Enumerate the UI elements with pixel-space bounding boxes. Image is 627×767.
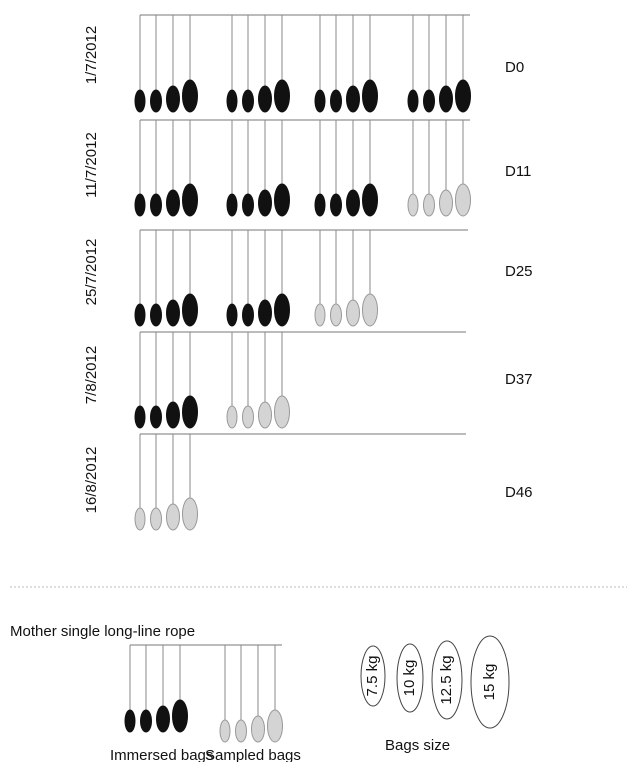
immersed-bag bbox=[166, 299, 180, 327]
immersed-legend: Immersed bags bbox=[110, 747, 213, 762]
immersed-bag bbox=[274, 183, 290, 217]
immersed-bag bbox=[166, 85, 180, 113]
sampled-legend: Sampled bags bbox=[205, 747, 301, 762]
date-label: 1/7/2012 bbox=[83, 26, 100, 84]
size-bag bbox=[431, 640, 463, 720]
size-bag bbox=[470, 635, 510, 729]
rope-legend: Mother single long-line rope bbox=[10, 623, 195, 640]
size-bag bbox=[396, 643, 424, 713]
size-bag bbox=[360, 645, 386, 707]
immersed-bag bbox=[182, 79, 198, 113]
size-label: 15 kg bbox=[481, 664, 498, 701]
immersed-bag bbox=[242, 193, 254, 217]
size-label: 7.5 kg bbox=[364, 656, 381, 697]
immersed-bag bbox=[172, 699, 188, 733]
immersed-bag bbox=[226, 193, 238, 217]
sampled-bag bbox=[242, 405, 254, 429]
date-label: 11/7/2012 bbox=[83, 132, 100, 198]
sampled-bag bbox=[439, 189, 453, 217]
immersed-bag bbox=[274, 79, 290, 113]
immersed-bag bbox=[150, 193, 162, 217]
immersed-bag bbox=[330, 193, 342, 217]
date-label: 25/7/2012 bbox=[83, 239, 100, 306]
immersed-bag bbox=[330, 89, 342, 113]
immersed-bag bbox=[242, 303, 254, 327]
day-label: D25 bbox=[505, 263, 533, 280]
immersed-bag bbox=[362, 79, 378, 113]
immersed-bag bbox=[124, 709, 136, 733]
sampled-bag bbox=[330, 303, 342, 327]
immersed-bag bbox=[362, 183, 378, 217]
sampled-bag bbox=[258, 401, 272, 429]
immersed-bag bbox=[455, 79, 471, 113]
immersed-bag bbox=[150, 405, 162, 429]
sampled-bag bbox=[423, 193, 435, 217]
sampled-bag bbox=[219, 719, 231, 743]
immersed-bag bbox=[258, 299, 272, 327]
day-label: D0 bbox=[505, 59, 524, 76]
immersed-bag bbox=[314, 193, 326, 217]
sampled-bag bbox=[251, 715, 265, 743]
size-label: 10 kg bbox=[401, 660, 418, 697]
sampled-bag bbox=[455, 183, 471, 217]
sampled-bag bbox=[235, 719, 247, 743]
immersed-bag bbox=[150, 89, 162, 113]
sampled-bag bbox=[226, 405, 238, 429]
date-label: 16/8/2012 bbox=[83, 447, 100, 514]
date-label: 7/8/2012 bbox=[83, 346, 100, 404]
immersed-bag bbox=[166, 189, 180, 217]
immersed-bag bbox=[166, 401, 180, 429]
sampled-bag bbox=[274, 395, 290, 429]
immersed-bag bbox=[156, 705, 170, 733]
immersed-bag bbox=[134, 89, 146, 113]
immersed-bag bbox=[314, 89, 326, 113]
immersed-bag bbox=[182, 395, 198, 429]
immersed-bag bbox=[242, 89, 254, 113]
day-label: D46 bbox=[505, 484, 533, 501]
immersed-bag bbox=[439, 85, 453, 113]
day-label: D11 bbox=[505, 163, 531, 180]
immersed-bag bbox=[226, 89, 238, 113]
sampled-bag bbox=[166, 503, 180, 531]
sampled-bag bbox=[346, 299, 360, 327]
immersed-bag bbox=[134, 193, 146, 217]
sampled-bag bbox=[182, 497, 198, 531]
sampled-bag bbox=[150, 507, 162, 531]
immersed-bag bbox=[150, 303, 162, 327]
immersed-bag bbox=[274, 293, 290, 327]
sampled-bag bbox=[407, 193, 419, 217]
immersed-bag bbox=[258, 85, 272, 113]
immersed-bag bbox=[346, 85, 360, 113]
immersed-bag bbox=[182, 293, 198, 327]
immersed-bag bbox=[182, 183, 198, 217]
size-label: 12.5 kg bbox=[438, 655, 455, 704]
immersed-bag bbox=[226, 303, 238, 327]
sampled-bag bbox=[314, 303, 326, 327]
immersed-bag bbox=[134, 303, 146, 327]
immersed-bag bbox=[407, 89, 419, 113]
immersed-bag bbox=[423, 89, 435, 113]
immersed-bag bbox=[134, 405, 146, 429]
immersed-bag bbox=[346, 189, 360, 217]
sampled-bag bbox=[134, 507, 146, 531]
immersed-bag bbox=[258, 189, 272, 217]
day-label: D37 bbox=[505, 371, 533, 388]
immersed-bag bbox=[140, 709, 152, 733]
sampled-bag bbox=[362, 293, 378, 327]
sampled-bag bbox=[267, 709, 283, 743]
size-title: Bags size bbox=[385, 737, 450, 754]
